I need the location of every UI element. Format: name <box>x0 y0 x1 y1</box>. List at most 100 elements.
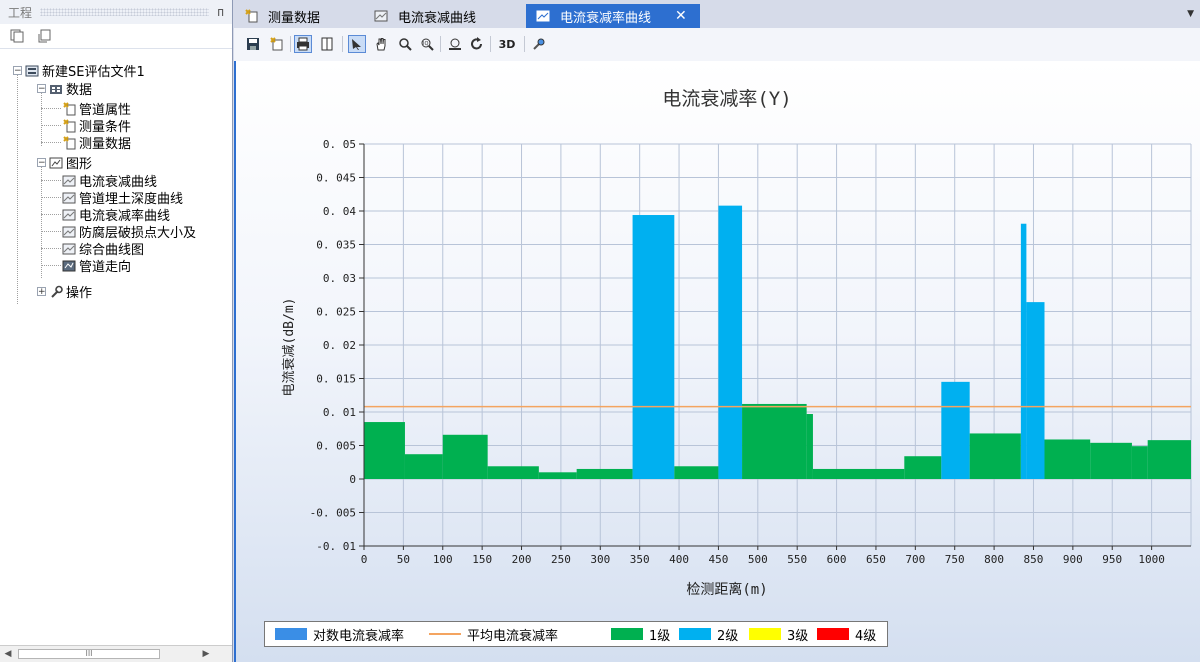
project-panel-toolbar <box>0 24 232 49</box>
x-tick-label: 550 <box>787 553 807 566</box>
legend-level-1: 1级 <box>611 622 670 646</box>
tree-item-burial-depth[interactable]: 管道埋土深度曲线 <box>62 189 183 207</box>
bar-level-1[interactable] <box>538 472 577 479</box>
collapse-all-icon[interactable] <box>38 29 52 43</box>
legend-label: 1级 <box>649 628 671 644</box>
legend-average: 平均电流衰减率 <box>429 622 558 646</box>
tree-item-pipe-route[interactable]: 管道走向 <box>62 257 131 275</box>
tree-group-graphs[interactable]: − 图形 <box>37 154 92 172</box>
x-tick-label: 600 <box>827 553 847 566</box>
bar-level-1[interactable] <box>576 468 633 479</box>
chart-icon <box>62 208 76 222</box>
tree-item-current-attenuation[interactable]: 电流衰减曲线 <box>62 172 157 190</box>
tree-item-measure-data[interactable]: 测量数据 <box>62 134 131 152</box>
map-icon <box>62 259 76 273</box>
data-folder-icon <box>49 82 63 96</box>
legend-label: 对数电流衰减率 <box>313 628 405 644</box>
bar-level-1[interactable] <box>969 433 1021 479</box>
expand-toggle-icon[interactable]: + <box>37 287 46 297</box>
pin-icon[interactable]: ᴨ <box>217 5 224 19</box>
tree-item-label: 防腐层破损点大小及 <box>79 226 197 241</box>
open-icon[interactable] <box>268 35 286 53</box>
expand-all-icon[interactable] <box>10 29 24 43</box>
scroll-thumb[interactable]: III <box>18 649 160 659</box>
tab-attenuation-rate[interactable]: 电流衰减率曲线 ✕ <box>526 4 700 28</box>
x-tick-label: 100 <box>433 553 453 566</box>
bar-level-1[interactable] <box>742 403 807 479</box>
legend-level-4: 4级 <box>817 622 876 646</box>
bar-level-2[interactable] <box>1020 223 1027 479</box>
zoom-box-icon[interactable] <box>446 35 464 53</box>
tree-item-combined-chart[interactable]: 综合曲线图 <box>62 240 144 258</box>
x-axis-label: 检测距离(m) <box>686 581 767 598</box>
x-tick-label: 850 <box>1024 553 1044 566</box>
tab-current-attenuation[interactable]: 电流衰减曲线 <box>364 4 524 28</box>
chart-bars <box>364 205 1191 479</box>
tree-item-coating-damage[interactable]: 防腐层破损点大小及 <box>62 223 197 241</box>
tree-group-operations[interactable]: + 操作 <box>37 283 92 301</box>
zoom-fit-icon[interactable]: IQ <box>418 35 436 53</box>
x-tick-label: 50 <box>397 553 410 566</box>
tree-item-label: 管道属性 <box>79 103 132 118</box>
tree-root[interactable]: − 新建SE评估文件1 <box>13 62 145 80</box>
bar-level-2[interactable] <box>941 381 970 479</box>
bar-level-1[interactable] <box>487 466 539 479</box>
save-icon[interactable] <box>244 35 262 53</box>
chart-icon <box>536 9 550 23</box>
legend-swatch <box>611 628 643 640</box>
x-tick-label: 500 <box>748 553 768 566</box>
bar-level-1[interactable] <box>1090 442 1132 479</box>
tree-horizontal-scrollbar[interactable]: ◀ III ▶ <box>0 645 232 662</box>
tree-item-pipe-properties[interactable]: 管道属性 <box>62 100 132 118</box>
y-tick-label: -0. 005 <box>310 507 356 520</box>
graph-folder-icon <box>49 156 63 170</box>
bar-level-1[interactable] <box>806 414 813 479</box>
bar-level-2[interactable] <box>632 215 675 479</box>
document-tabs: 测量数据 电流衰减曲线 电流衰减率曲线 ✕ ▼ <box>234 0 1200 28</box>
page-layout-icon[interactable] <box>318 35 336 53</box>
refresh-icon[interactable] <box>468 35 486 53</box>
collapse-toggle-icon[interactable]: − <box>37 84 46 94</box>
close-tab-icon[interactable]: ✕ <box>675 8 687 24</box>
legend-swatch <box>679 628 711 640</box>
bar-level-1[interactable] <box>442 434 488 479</box>
scroll-right-icon[interactable]: ▶ <box>202 649 210 659</box>
collapse-toggle-icon[interactable]: − <box>37 158 46 168</box>
x-tick-label: 1000 <box>1138 553 1165 566</box>
tab-measure-data[interactable]: 测量数据 <box>234 4 364 28</box>
tree-item-measure-conditions[interactable]: 测量条件 <box>62 117 131 135</box>
3d-toggle-button[interactable]: 3D <box>498 37 516 51</box>
zoom-icon[interactable] <box>396 35 414 53</box>
bar-level-1[interactable] <box>1147 440 1191 479</box>
tree-item-attenuation-rate[interactable]: 电流衰减率曲线 <box>62 206 171 224</box>
tab-dropdown-icon[interactable]: ▼ <box>1187 9 1194 19</box>
tree-item-label: 电流衰减率曲线 <box>79 209 171 224</box>
svg-text:IQ: IQ <box>423 41 428 47</box>
collapse-toggle-icon[interactable]: − <box>13 66 22 76</box>
bar-level-2[interactable] <box>1026 302 1045 479</box>
bar-level-1[interactable] <box>904 456 942 479</box>
bar-level-1[interactable] <box>812 468 905 479</box>
bar-level-1[interactable] <box>1131 446 1148 479</box>
hand-icon[interactable] <box>372 35 390 53</box>
bar-level-1[interactable] <box>364 422 405 479</box>
settings-icon[interactable] <box>530 35 548 53</box>
bar-level-2[interactable] <box>718 205 743 479</box>
chart-icon <box>374 9 388 23</box>
bar-level-1[interactable] <box>1044 439 1091 479</box>
legend-label: 2级 <box>717 628 739 644</box>
legend-level-3: 3级 <box>749 622 808 646</box>
print-icon[interactable] <box>294 35 312 53</box>
x-tick-label: 800 <box>984 553 1004 566</box>
tree-root-label: 新建SE评估文件1 <box>42 65 145 80</box>
x-tick-label: 300 <box>590 553 610 566</box>
bar-level-1[interactable] <box>674 466 719 479</box>
pointer-icon[interactable] <box>348 35 366 53</box>
y-tick-label: -0. 01 <box>316 540 356 553</box>
tab-label: 测量数据 <box>268 10 321 26</box>
tree-group-data[interactable]: − 数据 <box>37 80 92 98</box>
scroll-left-icon[interactable]: ◀ <box>4 649 12 659</box>
bar-level-1[interactable] <box>404 454 443 479</box>
panel-grip[interactable] <box>40 8 210 16</box>
